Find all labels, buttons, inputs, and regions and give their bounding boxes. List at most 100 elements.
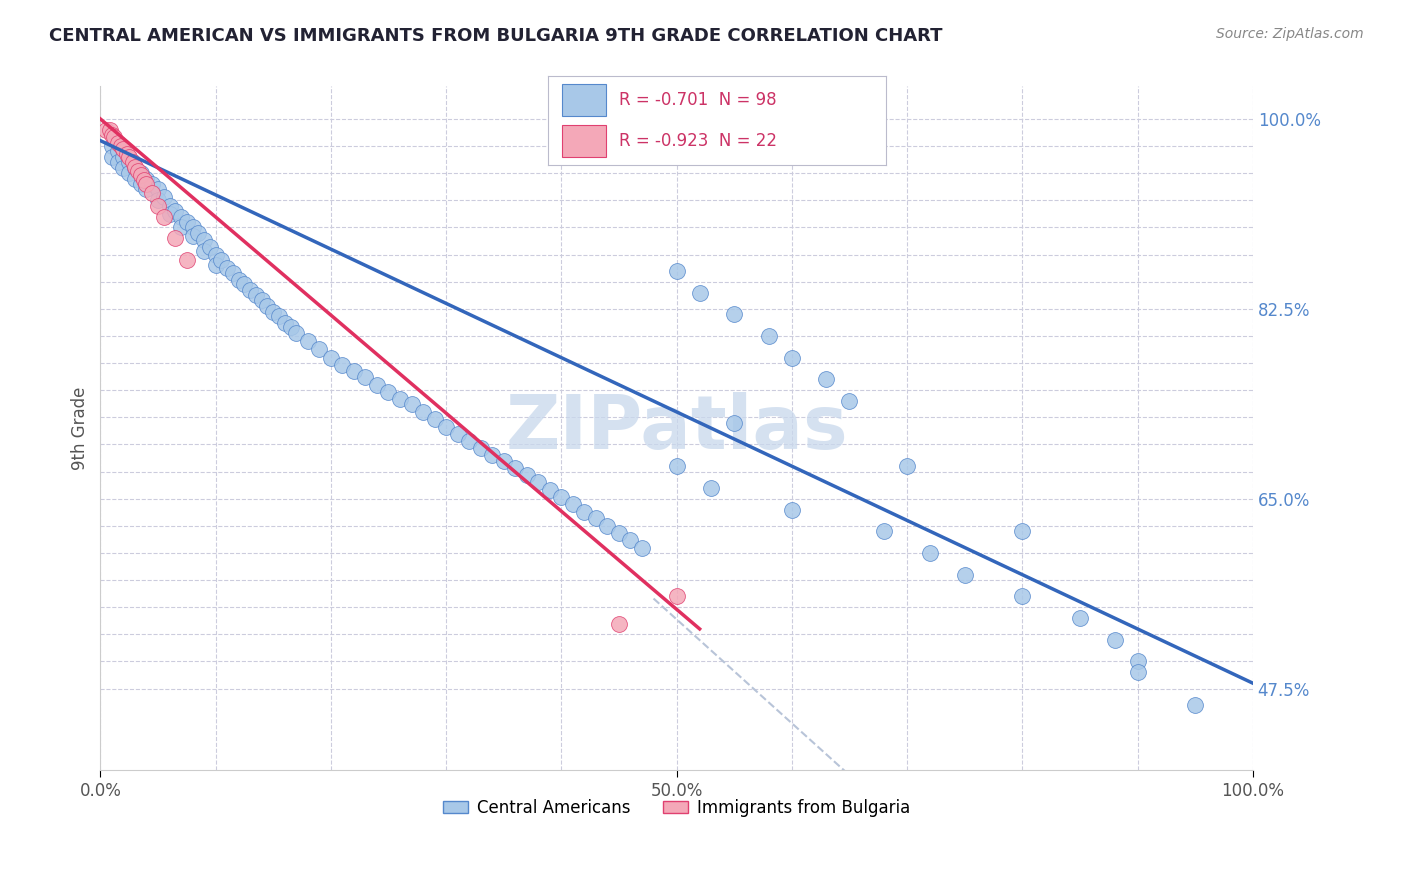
Point	[920, 546, 942, 560]
Point	[758, 329, 780, 343]
Point	[222, 266, 245, 280]
Point	[665, 459, 688, 474]
Point	[103, 130, 125, 145]
Bar	[562, 125, 606, 157]
Point	[198, 240, 221, 254]
Point	[665, 264, 688, 278]
Point	[209, 252, 232, 267]
Point	[170, 220, 193, 235]
Point	[1069, 611, 1091, 625]
Point	[181, 220, 204, 235]
Point	[631, 541, 654, 555]
Point	[1104, 632, 1126, 647]
Point	[193, 234, 215, 248]
Point	[245, 287, 267, 301]
Point	[159, 207, 181, 221]
Point	[815, 372, 838, 386]
Text: Source: ZipAtlas.com: Source: ZipAtlas.com	[1216, 27, 1364, 41]
Point	[110, 139, 132, 153]
Point	[115, 146, 138, 161]
Point	[423, 412, 446, 426]
Point	[470, 441, 492, 455]
Point	[1126, 655, 1149, 669]
Point	[146, 194, 169, 208]
Point	[165, 204, 187, 219]
Point	[434, 420, 457, 434]
Point	[953, 567, 976, 582]
Point	[121, 155, 143, 169]
Point	[619, 533, 641, 547]
Point	[94, 122, 117, 136]
Point	[354, 370, 377, 384]
Point	[492, 454, 515, 468]
Point	[574, 505, 596, 519]
Point	[723, 416, 745, 430]
Point	[135, 182, 157, 196]
Point	[401, 397, 423, 411]
Point	[228, 272, 250, 286]
Point	[723, 307, 745, 321]
Point	[135, 177, 157, 191]
Point	[101, 128, 124, 143]
Point	[101, 150, 124, 164]
Point	[217, 260, 239, 275]
Point	[176, 252, 198, 267]
Point	[98, 122, 121, 136]
Point	[1184, 698, 1206, 712]
Point	[838, 394, 860, 409]
Point	[561, 497, 583, 511]
Point	[896, 459, 918, 474]
Point	[112, 161, 135, 175]
Point	[233, 277, 256, 291]
Point	[112, 150, 135, 164]
Point	[124, 171, 146, 186]
Point	[181, 229, 204, 244]
Point	[107, 136, 129, 150]
Point	[446, 426, 468, 441]
Point	[239, 284, 262, 298]
Point	[124, 160, 146, 174]
Point	[141, 177, 163, 191]
Point	[1126, 665, 1149, 680]
Point	[129, 166, 152, 180]
Legend: Central Americans, Immigrants from Bulgaria: Central Americans, Immigrants from Bulga…	[436, 792, 917, 823]
Point	[665, 590, 688, 604]
Point	[146, 182, 169, 196]
Point	[165, 231, 187, 245]
Point	[297, 334, 319, 349]
Bar	[562, 84, 606, 116]
Point	[152, 210, 174, 224]
Point	[187, 226, 209, 240]
Point	[689, 285, 711, 300]
Point	[159, 199, 181, 213]
Point	[343, 364, 366, 378]
Point	[538, 483, 561, 497]
Point	[700, 481, 723, 495]
Point	[1011, 524, 1033, 539]
Point	[267, 310, 290, 324]
Point	[308, 342, 330, 356]
Point	[516, 467, 538, 482]
Point	[124, 161, 146, 175]
Point	[285, 326, 308, 340]
Point	[101, 139, 124, 153]
Point	[780, 351, 803, 365]
Point	[412, 405, 434, 419]
Point	[1011, 590, 1033, 604]
Point	[274, 316, 297, 330]
Point	[585, 511, 607, 525]
Point	[118, 150, 141, 164]
Point	[107, 145, 129, 159]
Text: R = -0.923  N = 22: R = -0.923 N = 22	[619, 132, 778, 150]
Point	[204, 247, 226, 261]
Point	[146, 199, 169, 213]
Point	[118, 166, 141, 180]
Y-axis label: 9th Grade: 9th Grade	[72, 386, 89, 470]
Point	[193, 244, 215, 259]
Point	[503, 461, 526, 475]
Point	[607, 616, 630, 631]
Point	[607, 526, 630, 541]
Point	[481, 448, 503, 462]
Point	[250, 293, 273, 307]
Point	[873, 524, 896, 539]
